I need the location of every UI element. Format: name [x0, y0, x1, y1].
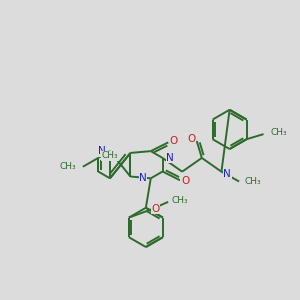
- Text: N: N: [167, 153, 174, 163]
- Text: O: O: [152, 204, 160, 214]
- Text: CH₃: CH₃: [59, 162, 76, 171]
- Text: N: N: [139, 173, 147, 183]
- Text: CH₃: CH₃: [102, 151, 118, 160]
- Text: O: O: [169, 136, 177, 146]
- Text: CH₃: CH₃: [171, 196, 188, 206]
- Text: O: O: [188, 134, 196, 144]
- Text: CH₃: CH₃: [245, 177, 262, 186]
- Text: N: N: [98, 146, 106, 156]
- Text: CH₃: CH₃: [270, 128, 287, 137]
- Text: N: N: [224, 169, 231, 178]
- Text: O: O: [181, 176, 189, 186]
